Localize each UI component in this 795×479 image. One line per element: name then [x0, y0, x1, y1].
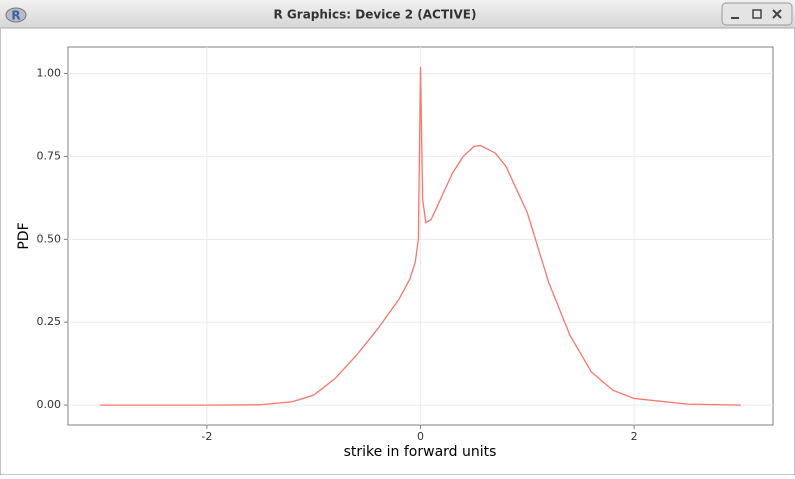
x-tick-label: -2	[201, 430, 212, 443]
y-axis-label: PDF	[16, 222, 32, 249]
title-bar	[0, 0, 795, 28]
window-title: R Graphics: Device 2 (ACTIVE)	[274, 8, 477, 22]
x-axis-label: strike in forward units	[344, 444, 497, 460]
y-tick-label: 1.00	[37, 67, 62, 80]
x-tick-label: 2	[631, 430, 638, 443]
x-tick-label: 0	[417, 430, 424, 443]
y-tick-label: 0.00	[37, 398, 62, 411]
maximize-button[interactable]	[752, 9, 762, 19]
button-group	[721, 2, 793, 26]
close-button[interactable]	[772, 9, 782, 19]
window-buttons[interactable]	[721, 2, 793, 26]
y-tick-label: 0.75	[37, 149, 62, 162]
app-icon: R	[5, 7, 27, 23]
svg-text:R: R	[11, 9, 20, 23]
line	[100, 66, 741, 406]
y-tick-label: 0.25	[37, 315, 62, 328]
y-tick-label: 0.50	[37, 232, 62, 245]
